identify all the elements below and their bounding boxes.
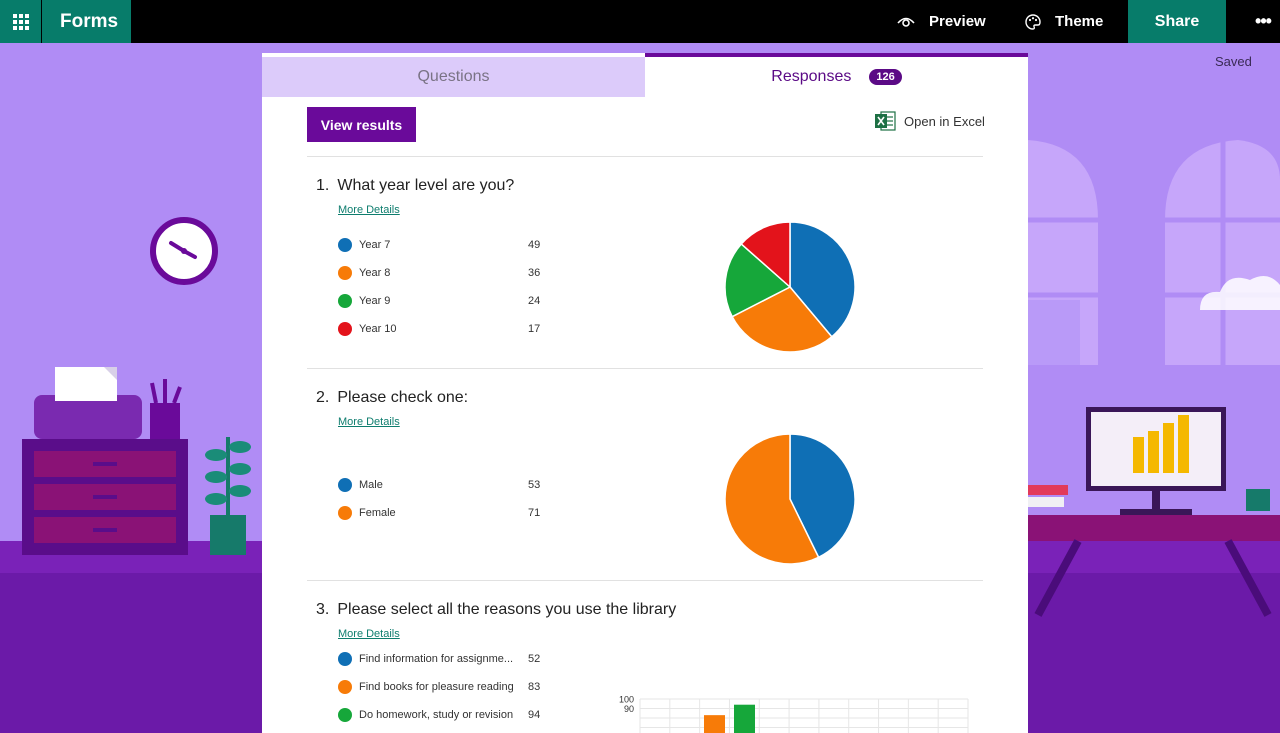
legend-label: Find information for assignme... — [359, 653, 514, 665]
question-text: What year level are you? — [337, 177, 515, 194]
question-1-pie-chart — [724, 221, 856, 353]
top-bar: Forms Preview Theme Share ••• — [0, 0, 1280, 43]
divider — [307, 368, 983, 369]
legend-label: Female — [359, 507, 396, 519]
legend-count: 71 — [528, 507, 541, 519]
more-details-link[interactable]: More Details — [338, 628, 400, 640]
legend-label: Year 9 — [359, 295, 391, 307]
legend-item: Year 9 24 — [338, 292, 548, 310]
pie-slice[interactable] — [731, 286, 833, 353]
waffle-icon — [12, 13, 29, 30]
legend-count: 36 — [528, 267, 541, 279]
legend-item: Female 71 — [338, 504, 548, 522]
more-details-link[interactable]: More Details — [338, 204, 400, 216]
question-number: 3. — [316, 601, 330, 618]
view-results-button[interactable]: View results — [307, 107, 416, 142]
legend-count: 52 — [528, 653, 541, 665]
share-button[interactable]: Share — [1128, 0, 1226, 43]
clock-icon — [150, 217, 218, 285]
question-2-title: 2. Please check one: — [316, 389, 468, 407]
legend-item: Year 8 36 — [338, 264, 548, 282]
responses-count-badge: 126 — [869, 69, 902, 85]
divider — [307, 156, 983, 157]
excel-icon — [874, 110, 896, 132]
legend-label: Find books for pleasure reading — [359, 681, 514, 693]
saved-status: Saved — [1215, 54, 1252, 69]
bar[interactable] — [734, 704, 755, 733]
legend-item: Male 53 — [338, 476, 548, 494]
pie-slice[interactable] — [740, 221, 791, 289]
legend-color-dot — [338, 266, 352, 280]
question-2-pie-chart — [724, 433, 856, 565]
preview-label: Preview — [929, 13, 986, 30]
window-illustration — [1028, 140, 1280, 365]
desk-illustration — [1028, 407, 1280, 617]
tab-questions[interactable]: Questions — [262, 57, 645, 97]
eye-icon — [897, 15, 915, 29]
cabinet-illustration — [22, 367, 251, 555]
more-details-link[interactable]: More Details — [338, 416, 400, 428]
question-text: Please check one: — [337, 389, 469, 406]
legend-count: 17 — [528, 323, 541, 335]
y-tick-label: 100 — [619, 695, 634, 705]
legend-item: Year 10 17 — [338, 320, 548, 338]
legend-color-dot — [338, 708, 352, 722]
theme-button[interactable]: Theme — [1025, 0, 1103, 43]
legend-label: Male — [359, 479, 383, 491]
legend-count: 24 — [528, 295, 541, 307]
pie-slice[interactable] — [724, 433, 820, 565]
question-3-title: 3. Please select all the reasons you use … — [316, 601, 676, 619]
legend-label: Year 10 — [359, 323, 397, 335]
legend-color-dot — [338, 680, 352, 694]
question-number: 2. — [316, 389, 330, 406]
pie-slice[interactable] — [789, 221, 856, 338]
legend-count: 94 — [528, 709, 541, 721]
legend-color-dot — [338, 294, 352, 308]
tab-responses-label: Responses — [771, 68, 852, 85]
question-1-title: 1. What year level are you? — [316, 177, 514, 195]
more-options-button[interactable]: ••• — [1255, 11, 1272, 31]
app-name[interactable]: Forms — [42, 0, 131, 43]
divider — [307, 580, 983, 581]
legend-label: Year 7 — [359, 239, 391, 251]
legend-count: 83 — [528, 681, 541, 693]
bar[interactable] — [704, 715, 725, 733]
legend-count: 49 — [528, 239, 541, 251]
legend-color-dot — [338, 478, 352, 492]
y-tick-label: 90 — [624, 704, 634, 714]
question-number: 1. — [316, 177, 330, 194]
open-in-excel-button[interactable]: Open in Excel — [874, 110, 985, 132]
legend-count: 53 — [528, 479, 541, 491]
pie-slice[interactable] — [789, 433, 856, 559]
app-launcher-button[interactable] — [0, 0, 41, 43]
open-in-excel-label: Open in Excel — [904, 113, 985, 129]
question-text: Please select all the reasons you use th… — [337, 601, 677, 618]
legend-item: Do homework, study or revision 94 — [338, 706, 548, 724]
palette-icon — [1025, 13, 1041, 30]
legend-color-dot — [338, 322, 352, 336]
legend-color-dot — [338, 238, 352, 252]
responses-card: Questions Responses 126 View results Ope… — [262, 53, 1028, 733]
legend-item: Find information for assignme... 52 — [338, 650, 548, 668]
tab-responses[interactable]: Responses 126 — [645, 53, 1028, 97]
preview-button[interactable]: Preview — [897, 0, 986, 43]
legend-label: Year 8 — [359, 267, 391, 279]
pie-slice[interactable] — [724, 242, 792, 318]
legend-item: Find books for pleasure reading 83 — [338, 678, 548, 696]
legend-item: Year 7 49 — [338, 236, 548, 254]
legend-label: Do homework, study or revision — [359, 709, 514, 721]
legend-color-dot — [338, 506, 352, 520]
legend-color-dot — [338, 652, 352, 666]
theme-label: Theme — [1055, 13, 1104, 30]
